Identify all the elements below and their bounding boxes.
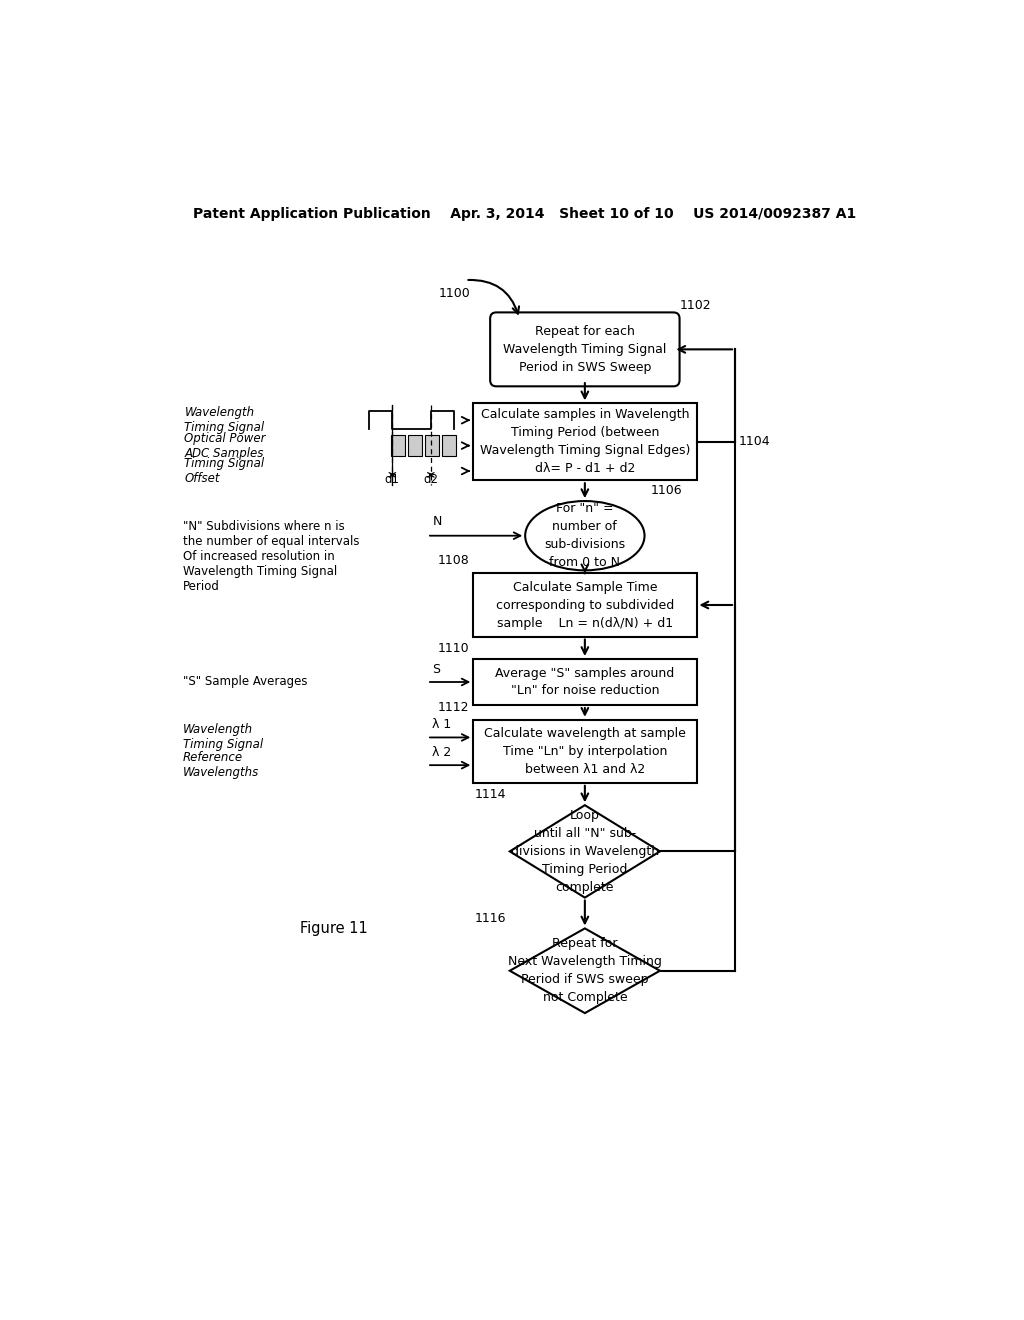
Text: Repeat for each
Wavelength Timing Signal
Period in SWS Sweep: Repeat for each Wavelength Timing Signal… xyxy=(503,325,667,374)
Bar xyxy=(473,719,696,783)
Text: For "n" =
number of
sub-divisions
from 0 to N: For "n" = number of sub-divisions from 0… xyxy=(545,502,626,569)
Bar xyxy=(408,434,422,457)
Text: Repeat for
Next Wavelength Timing
Period if SWS sweep
not Complete: Repeat for Next Wavelength Timing Period… xyxy=(508,937,662,1005)
Text: λ 2: λ 2 xyxy=(432,746,452,759)
Text: Patent Application Publication    Apr. 3, 2014   Sheet 10 of 10    US 2014/00923: Patent Application Publication Apr. 3, 2… xyxy=(194,207,856,220)
Text: N: N xyxy=(432,515,441,528)
Polygon shape xyxy=(510,805,659,898)
Text: Loop
until all "N" sub-
divisions in Wavelength
Timing Period
complete: Loop until all "N" sub- divisions in Wav… xyxy=(511,809,658,894)
Text: Wavelength
Timing Signal: Wavelength Timing Signal xyxy=(183,723,263,751)
Text: Optical Power
ADC Samples: Optical Power ADC Samples xyxy=(184,432,266,459)
Text: Average "S" samples around
"Ln" for noise reduction: Average "S" samples around "Ln" for nois… xyxy=(496,667,675,697)
Text: 1108: 1108 xyxy=(437,554,469,568)
Text: 1112: 1112 xyxy=(438,701,469,714)
Bar xyxy=(391,434,404,457)
Text: "N" Subdivisions where n is
the number of equal intervals
Of increased resolutio: "N" Subdivisions where n is the number o… xyxy=(183,520,359,593)
Bar xyxy=(425,434,438,457)
Bar xyxy=(441,434,456,457)
Bar xyxy=(473,659,696,705)
FancyBboxPatch shape xyxy=(490,313,680,387)
Text: 1114: 1114 xyxy=(474,788,506,801)
Text: λ 1: λ 1 xyxy=(432,718,452,731)
Text: S: S xyxy=(432,663,440,676)
Text: d2: d2 xyxy=(423,474,438,487)
Text: 1110: 1110 xyxy=(437,642,469,655)
Text: "S" Sample Averages: "S" Sample Averages xyxy=(183,676,307,689)
Text: Figure 11: Figure 11 xyxy=(300,921,368,936)
Bar xyxy=(473,404,696,480)
Text: Calculate samples in Wavelength
Timing Period (between
Wavelength Timing Signal : Calculate samples in Wavelength Timing P… xyxy=(479,408,690,475)
Text: Calculate Sample Time
corresponding to subdivided
sample    Ln = n(dλ/N) + d1: Calculate Sample Time corresponding to s… xyxy=(496,581,674,630)
Text: 1104: 1104 xyxy=(739,436,770,449)
Ellipse shape xyxy=(525,502,644,570)
Text: Reference
Wavelengths: Reference Wavelengths xyxy=(183,751,259,779)
Text: 1100: 1100 xyxy=(438,286,470,300)
Text: d1: d1 xyxy=(385,474,399,487)
Text: 1102: 1102 xyxy=(680,300,712,313)
Text: Wavelength
Timing Signal: Wavelength Timing Signal xyxy=(184,407,264,434)
Text: 1116: 1116 xyxy=(474,912,506,924)
Text: 1106: 1106 xyxy=(650,484,682,498)
Bar xyxy=(473,573,696,636)
Text: Calculate wavelength at sample
Time "Ln" by interpolation
between λ1 and λ2: Calculate wavelength at sample Time "Ln"… xyxy=(484,727,686,776)
Text: Timing Signal
Offset: Timing Signal Offset xyxy=(184,457,264,484)
Polygon shape xyxy=(510,928,659,1014)
